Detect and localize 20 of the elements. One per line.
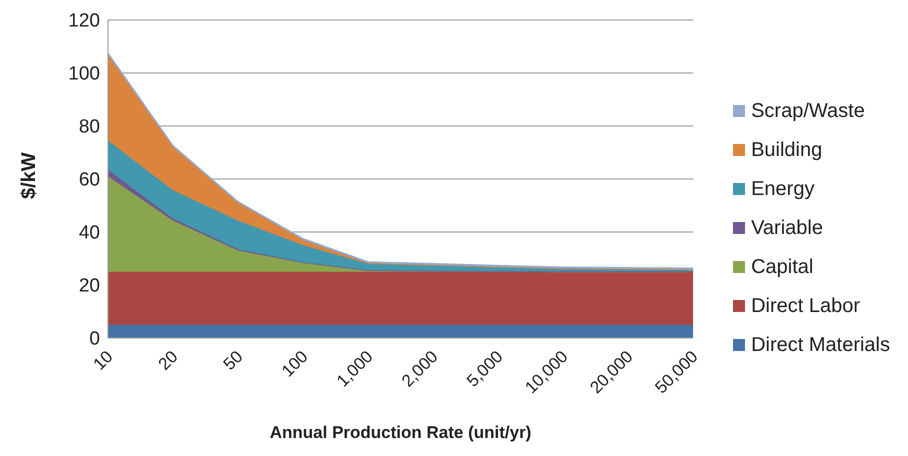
x-tick-label: 10 [90,347,116,374]
legend-label: Variable [751,216,823,240]
y-tick-label: 100 [68,64,100,85]
x-tick-label: 50 [220,347,247,374]
y-tick-label: 120 [68,10,100,32]
legend-label: Direct Labor [751,294,860,318]
legend-label: Direct Materials [751,334,890,356]
x-tick-label: 100 [278,347,312,381]
y-tick-label: 60 [78,170,100,191]
y-tick-label: 80 [78,116,100,138]
legend-label: Building [751,138,822,162]
y-tick-label: 0 [89,328,100,350]
y-axis-title: $/kW [18,152,40,199]
x-axis-title: Annual Production Rate (unit/yr) [270,423,532,442]
x-tick-label: 20 [154,347,182,374]
legend-label: Scrap/Waste [751,100,865,122]
legend-label: Energy [751,178,814,200]
legend-label: Capital [751,256,814,278]
y-tick-label: 40 [78,222,100,244]
y-tick-label: 20 [78,276,100,297]
